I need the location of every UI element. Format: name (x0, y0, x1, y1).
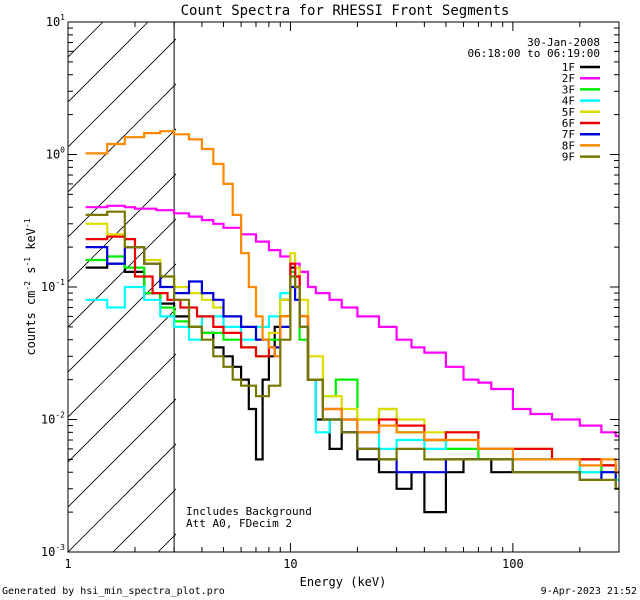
y-tick-label: 100 (46, 146, 65, 162)
y-label-exp-b: -2 (23, 281, 32, 291)
series-line-9F (85, 210, 619, 490)
legend-label-5F: 5F (562, 106, 575, 119)
hatch-line (68, 38, 176, 148)
series-line-5F (85, 222, 619, 474)
y-tick-base: 10 (41, 280, 55, 294)
footer-generated-by: Generated by hsi_min_spectra_plot.pro (2, 586, 225, 597)
annotation-background: Includes Background (186, 505, 312, 518)
y-axis-label: counts cm-2 s-1 keV-1 (23, 218, 38, 355)
hatch-line (68, 443, 176, 552)
legend-label-6F: 6F (562, 117, 575, 130)
y-tick-label: 10-3 (41, 543, 65, 559)
x-tick-label: 10 (283, 557, 297, 571)
y-tick-label: 10-2 (41, 411, 65, 427)
series-line-7F (85, 246, 619, 490)
time-range-label: 06:18:00 to 06:19:00 (468, 47, 600, 60)
y-tick-base: 10 (41, 413, 55, 427)
hatch-line (68, 83, 176, 193)
axis-ticks (67, 21, 620, 553)
hatch-line (68, 263, 176, 373)
legend-label-3F: 3F (562, 83, 575, 96)
legend-label-4F: 4F (562, 95, 575, 108)
series-line-6F (85, 235, 619, 474)
legend-label-8F: 8F (562, 139, 575, 152)
y-tick-exp: 1 (60, 13, 65, 22)
y-label-exp-d: -1 (23, 257, 32, 267)
annotation-attenuator: Att A0, FDecim 2 (186, 517, 292, 530)
x-axis-label: Energy (keV) (300, 575, 387, 589)
series-line-2F (85, 204, 619, 438)
y-tick-exp: -3 (55, 543, 65, 552)
series-line-1F (85, 262, 619, 514)
y-tick-exp: 0 (60, 146, 65, 155)
hatch-line (68, 218, 176, 328)
legend-label-7F: 7F (562, 128, 575, 141)
chart-title: Count Spectra for RHESSI Front Segments (181, 3, 510, 19)
y-label-part-c: s (24, 267, 38, 281)
footer-timestamp: 9-Apr-2023 21:52 (541, 586, 637, 597)
y-tick-base: 10 (41, 545, 55, 559)
series-layer (85, 130, 619, 514)
y-tick-label: 101 (46, 13, 65, 29)
y-tick-base: 10 (46, 148, 60, 162)
y-tick-exp: -2 (55, 411, 65, 420)
hatch-line (68, 398, 176, 508)
y-tick-label: 10-1 (41, 278, 65, 294)
legend-label-9F: 9F (562, 151, 575, 164)
date-label: 30-Jan-2008 (527, 36, 600, 49)
x-tick-label: 100 (502, 557, 524, 571)
y-label-part-e: keV (24, 228, 38, 257)
y-tick-base: 10 (46, 15, 60, 29)
series-line-8F (85, 130, 619, 474)
y-label-exp-f: -1 (23, 218, 32, 228)
legend-label-1F: 1F (562, 61, 575, 74)
legend-label-2F: 2F (562, 72, 575, 85)
x-tick-label: 1 (64, 557, 71, 571)
y-label-part-a: counts cm (24, 291, 38, 356)
y-tick-exp: -1 (55, 278, 65, 287)
